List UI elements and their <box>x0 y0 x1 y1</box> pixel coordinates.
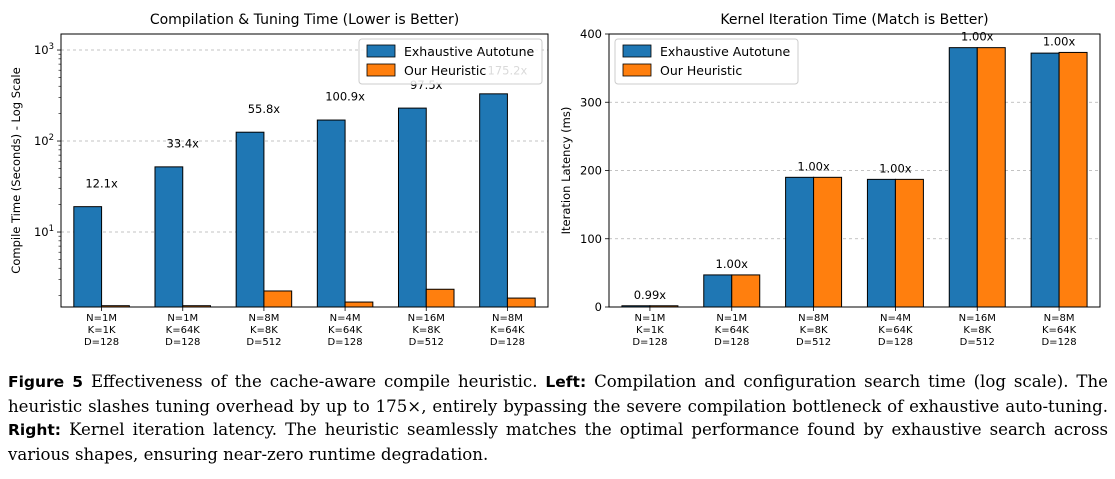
right-bar-exhaustive <box>866 178 896 308</box>
left-legend-box <box>358 38 543 85</box>
right-bar-annotation: 1.00x <box>797 159 830 173</box>
right-bar-heuristic <box>1058 51 1088 308</box>
left-x-tick-label: N=1M K=64K D=128 <box>165 313 200 348</box>
left-x-tick-label: N=16M K=8K D=512 <box>408 313 445 348</box>
left-legend-label: Exhaustive Autotune <box>404 44 535 59</box>
left-legend: Exhaustive Autotune Our Heuristic <box>358 38 543 85</box>
caption-left-text: Compilation and configuration search tim… <box>8 372 1108 416</box>
right-bar-annotation: 0.99x <box>634 288 667 302</box>
left-y-tick-label: 101 <box>34 224 54 239</box>
left-bar-annotation: 33.4x <box>167 137 200 151</box>
right-bar-annotation: 1.00x <box>1043 34 1076 48</box>
left-legend-swatch <box>366 63 396 77</box>
right-y-axis-label: Iteration Latency (ms) <box>559 107 573 235</box>
right-legend-box <box>614 38 799 85</box>
right-x-tick-label: N=1M K=1K D=128 <box>632 313 667 348</box>
left-bar-heuristic <box>344 301 374 308</box>
left-y-axis-label: Compile Time (Seconds) - Log Scale <box>9 67 23 273</box>
right-legend: Exhaustive Autotune Our Heuristic <box>614 38 799 85</box>
figure: 12.1x33.4x55.8x100.9x97.5x175.2x10110210… <box>9 12 1101 348</box>
right-x-tick-label: N=16M K=8K D=512 <box>959 313 996 348</box>
right-legend-swatch <box>622 44 652 58</box>
right-bar-exhaustive <box>948 47 978 308</box>
left-bar-annotation: 55.8x <box>248 102 281 116</box>
left-bar-exhaustive <box>154 166 184 308</box>
left-bar-heuristic <box>506 297 536 308</box>
right-y-tick-label: 200 <box>580 164 602 178</box>
right-bar-annotation: 1.00x <box>716 257 749 271</box>
right-x-tick-label: N=8M K=8K D=512 <box>796 313 831 348</box>
right-legend-label: Exhaustive Autotune <box>660 44 791 59</box>
right-legend-swatch <box>622 63 652 77</box>
right-bar-annotation: 1.00x <box>961 30 994 44</box>
right-bar-heuristic <box>976 47 1006 308</box>
left-bar-annotation: 12.1x <box>85 176 118 190</box>
left-bar-exhaustive <box>479 93 508 308</box>
caption-label: Figure 5 <box>8 373 84 391</box>
left-bar-heuristic <box>425 288 455 308</box>
left-axes-frame <box>60 33 549 308</box>
right-x-tick-label: N=8M K=64K D=128 <box>1041 313 1076 348</box>
left-bar-exhaustive <box>397 107 427 308</box>
left-x-tick-label: N=8M K=8K D=512 <box>246 313 281 348</box>
right-bar-exhaustive <box>703 274 733 308</box>
right-chart: 0.99x 1.00x 1.00x 1.00x 1.00x 1.00x 0 100 200 300… <box>559 12 1101 348</box>
right-y-tick-label: 0 <box>595 300 602 314</box>
right-y-tick-label: 100 <box>580 232 602 246</box>
caption-right-label: Right: <box>8 421 61 439</box>
figure-caption: Figure 5 Effectiveness of the cache-awar… <box>8 370 1108 466</box>
left-bar-exhaustive <box>316 119 346 308</box>
caption-right-text: Kernel iteration latency. The heuristic … <box>8 420 1108 464</box>
left-bar-exhaustive <box>73 206 103 308</box>
left-bar-annotation: 100.9x <box>325 90 365 104</box>
left-bar-heuristic <box>263 290 293 308</box>
left-legend-swatch <box>366 44 396 58</box>
right-bar-heuristic <box>894 178 924 308</box>
right-chart-title: Kernel Iteration Time (Match is Better) <box>720 12 988 28</box>
left-bar-exhaustive <box>235 131 265 308</box>
left-x-tick-label: N=4M K=64K D=128 <box>327 313 362 348</box>
left-y-tick-label: 102 <box>34 133 54 148</box>
right-x-tick-label: N=1M K=64K D=128 <box>714 313 749 348</box>
right-y-tick-label: 400 <box>580 27 602 41</box>
right-bar-exhaustive <box>1030 52 1060 308</box>
right-bar-heuristic <box>813 176 843 308</box>
caption-lead: Effectiveness of the cache-aware compile… <box>90 372 538 391</box>
caption-left-label: Left: <box>545 373 587 391</box>
left-x-tick-label: N=1M K=1K D=128 <box>84 313 119 348</box>
right-y-tick-label: 300 <box>580 95 602 109</box>
right-bar-heuristic <box>731 274 761 308</box>
left-chart-title: Compilation & Tuning Time (Lower is Bett… <box>150 12 459 28</box>
right-bar-exhaustive <box>785 176 815 308</box>
right-bar-annotation: 1.00x <box>879 161 912 175</box>
left-legend-label: Our Heuristic <box>404 63 486 78</box>
left-y-tick-label: 103 <box>34 42 54 57</box>
right-legend-label: Our Heuristic <box>660 63 742 78</box>
left-chart: 12.1x33.4x55.8x100.9x97.5x175.2x10110210… <box>9 12 549 348</box>
left-x-tick-label: N=8M K=64K D=128 <box>490 313 525 348</box>
right-x-tick-label: N=4M K=64K D=128 <box>878 313 913 348</box>
